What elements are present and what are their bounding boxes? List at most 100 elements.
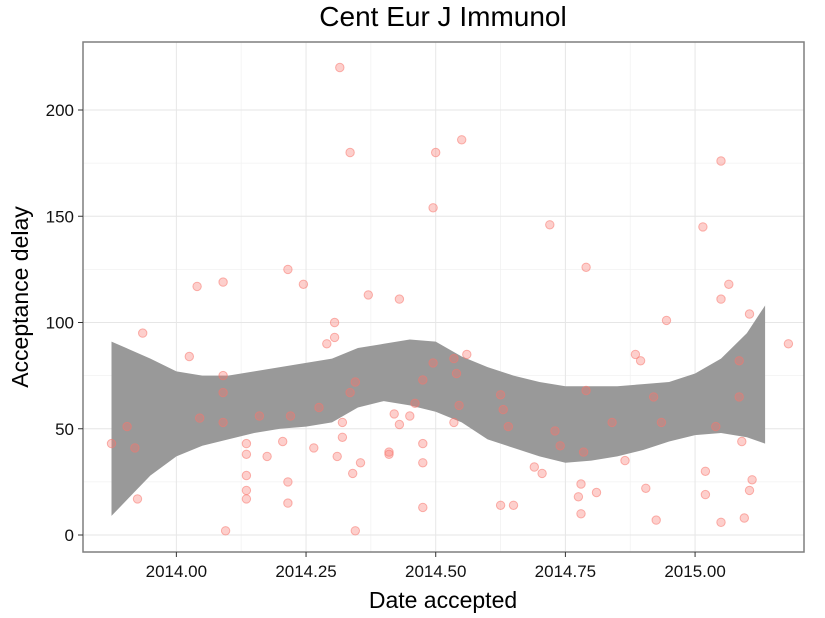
data-point (332, 451, 342, 462)
data-point (700, 489, 711, 500)
data-point (428, 203, 438, 213)
points-layer (106, 62, 794, 536)
data-point (241, 449, 252, 459)
data-point (241, 438, 252, 449)
data-point (394, 419, 405, 430)
data-point (329, 317, 340, 328)
data-point (744, 309, 755, 319)
data-point (454, 400, 464, 411)
data-point (384, 449, 394, 459)
data-point (384, 447, 394, 457)
data-point (550, 426, 560, 436)
data-point (651, 515, 661, 525)
data-point (737, 436, 747, 447)
data-point (451, 368, 462, 379)
data-point (529, 462, 539, 472)
data-point (462, 349, 472, 360)
data-point (184, 351, 195, 362)
data-point (195, 413, 205, 423)
x-tick-label: 2015.00 (664, 562, 725, 581)
y-tick-label: 150 (46, 207, 74, 226)
data-point (241, 485, 252, 496)
y-axis: 0 50 100 150 200 (46, 101, 83, 545)
grid-lines (83, 42, 804, 552)
data-point (578, 447, 589, 457)
data-point (254, 411, 265, 421)
data-point (555, 441, 565, 451)
data-point (283, 264, 293, 275)
data-point (410, 398, 420, 408)
data-point (241, 494, 252, 504)
data-point (337, 417, 348, 428)
confidence-band-layer (111, 305, 766, 516)
x-axis: 2014.00 2014.25 2014.50 2014.75 2015.00 (146, 552, 726, 581)
plot-area (83, 42, 804, 552)
data-point (322, 339, 332, 349)
data-point (355, 458, 366, 468)
data-point (298, 279, 309, 289)
data-point (698, 222, 708, 232)
y-tick-label: 0 (65, 526, 74, 545)
data-point (418, 502, 428, 513)
data-point (350, 377, 360, 387)
data-point (711, 421, 721, 432)
data-point (329, 332, 340, 343)
data-point (122, 421, 132, 432)
data-point (106, 438, 117, 449)
data-point (498, 404, 508, 415)
x-axis-label: Date accepted (369, 587, 517, 613)
data-point (747, 475, 757, 485)
data-point (431, 147, 441, 158)
data-point (130, 443, 140, 453)
data-point (607, 417, 617, 428)
data-point (283, 498, 293, 508)
data-point (503, 421, 513, 432)
data-point (363, 290, 373, 300)
data-point (648, 392, 659, 402)
data-point (656, 417, 667, 428)
data-point (335, 62, 345, 73)
data-point (734, 356, 744, 366)
data-point (218, 387, 228, 398)
data-point (495, 390, 506, 400)
data-point (345, 387, 355, 398)
plot-panel (82, 41, 805, 553)
data-point (350, 526, 360, 536)
chart-title: Cent Eur J Immunol (319, 1, 566, 32)
data-point (348, 468, 358, 479)
data-point (700, 466, 711, 476)
data-point (495, 500, 506, 510)
data-point (418, 375, 428, 385)
data-point (581, 262, 591, 272)
data-point (716, 294, 726, 304)
y-axis-label: Acceptance delay (7, 206, 33, 388)
data-point (262, 451, 272, 462)
data-point (716, 156, 726, 166)
data-point (192, 281, 202, 292)
y-tick-label: 200 (46, 101, 74, 120)
data-point (345, 147, 355, 158)
data-point (278, 436, 288, 447)
data-point (220, 526, 231, 536)
data-point (457, 135, 467, 145)
x-tick-label: 2014.25 (275, 562, 336, 581)
data-point (309, 443, 319, 453)
data-point (581, 385, 591, 396)
data-point (314, 402, 324, 413)
data-point (241, 470, 252, 481)
confidence-band (111, 305, 766, 516)
data-point (576, 509, 586, 519)
data-point (394, 294, 405, 304)
x-tick-label: 2014.75 (535, 562, 596, 581)
data-point (428, 358, 438, 368)
data-point (218, 370, 228, 381)
data-point (724, 279, 734, 289)
y-tick-label: 50 (55, 420, 74, 439)
data-point (635, 356, 646, 366)
data-point (630, 349, 641, 360)
data-point (449, 417, 459, 428)
x-tick-label: 2014.50 (405, 562, 466, 581)
data-point (783, 339, 794, 349)
data-point (418, 458, 428, 468)
